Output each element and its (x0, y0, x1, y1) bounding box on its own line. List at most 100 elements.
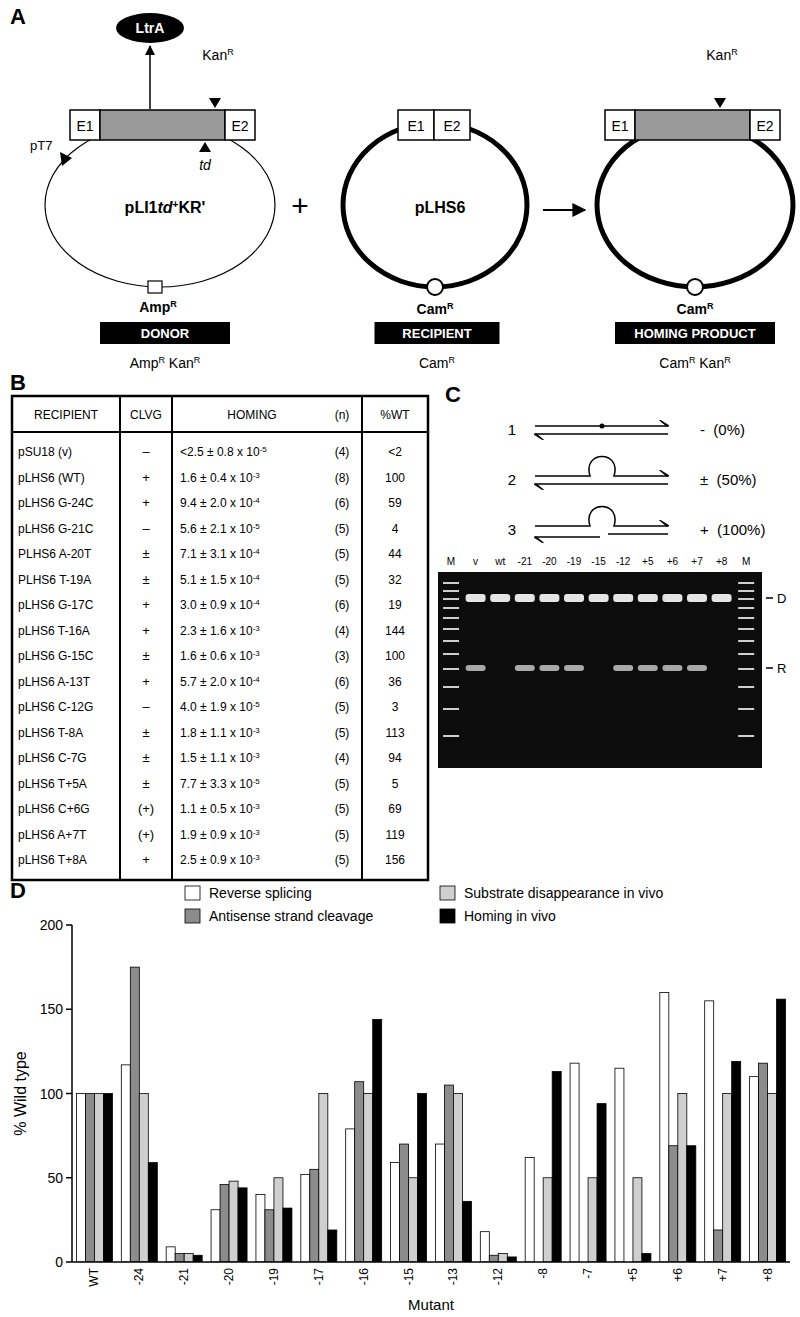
cell: pLHS6 T-8A (18, 726, 83, 740)
cell: pLHS6 G-21C (18, 522, 94, 536)
cell: pLHS6 A-13T (18, 675, 91, 689)
text-part: R (170, 299, 177, 309)
exon-label: E2 (443, 118, 460, 134)
y-tick (66, 1009, 72, 1011)
text-part: Cam (659, 355, 689, 371)
text-part: pLI1 (125, 199, 158, 216)
text-part: 1.9 ± 0.9 x 10 (180, 828, 253, 842)
ladder-band (443, 628, 459, 630)
bar (768, 1094, 777, 1263)
bar (732, 1061, 741, 1262)
cell: 1.6 ± 0.6 x 10-3 (180, 649, 260, 664)
band-label: R (777, 661, 786, 676)
cell: (6) (335, 496, 350, 510)
bar (121, 1065, 130, 1262)
caption-box (615, 322, 775, 344)
ladder-band (443, 735, 459, 737)
band-tick (766, 667, 773, 669)
cell: 1.5 ± 1.1 x 10-3 (180, 751, 260, 766)
cell: 3.0 ± 0.9 x 10-4 (180, 598, 260, 613)
cell: (8) (335, 471, 350, 485)
y-tick-label: 200 (40, 917, 64, 933)
lane-label: -20 (542, 556, 557, 567)
cell: (5) (335, 547, 350, 561)
ladder-band (443, 590, 459, 592)
caption: DONOR (141, 326, 190, 341)
text-part: R (194, 355, 201, 365)
label: CamR KanR (659, 355, 731, 371)
panel-d: D050100150200WT-24-21-20-19-17-16-15-13-… (10, 878, 790, 1313)
bar (507, 1257, 516, 1262)
lane-label: +7 (691, 556, 703, 567)
ladder-band (443, 686, 459, 688)
bar (400, 1144, 409, 1262)
site-marker (714, 98, 726, 108)
bar (642, 1254, 651, 1262)
panel-a: AE1E2LtrAKanRtdpT7pLI1td+KR'AmpRDONORAmp… (10, 4, 793, 371)
cell: PLHS6 T-19A (18, 573, 91, 587)
cell: pLHS6 C-12G (18, 700, 93, 714)
cell: 3 (392, 700, 399, 714)
band-d (613, 594, 633, 602)
cell: 2.5 ± 0.9 x 10-3 (180, 853, 260, 868)
column-header: HOMING (227, 408, 276, 422)
arrow (149, 46, 151, 109)
cell: <2 (388, 445, 402, 459)
ladder-band (738, 708, 754, 710)
lane-label: M (447, 556, 455, 567)
ladder-band (443, 598, 459, 600)
bar (166, 1247, 175, 1262)
bar (777, 999, 786, 1262)
text-part: 1.6 ± 0.6 x 10 (180, 649, 253, 663)
exon-label: E1 (76, 118, 93, 134)
legend-label: Homing in vivo (464, 908, 556, 924)
bar (435, 1144, 444, 1262)
cell: 32 (388, 573, 402, 587)
band-r (515, 665, 535, 671)
result: - (0%) (700, 421, 745, 438)
bar (453, 1094, 462, 1263)
cell: (4) (335, 445, 350, 459)
text-part: 9.4 ± 2.0 x 10 (180, 496, 253, 510)
ladder-band (738, 617, 754, 619)
intron-box (100, 110, 225, 140)
bar (283, 1208, 292, 1262)
ladder-band (443, 668, 459, 670)
exon-label: E2 (231, 118, 248, 134)
strand (535, 433, 668, 435)
y-tick (66, 1261, 72, 1263)
mismatch (600, 424, 605, 429)
bar (346, 1129, 355, 1262)
cell: 36 (388, 675, 402, 689)
cell: (5) (335, 777, 350, 791)
exon-box (434, 110, 470, 140)
cell: 1.9 ± 0.9 x 10-3 (180, 827, 260, 842)
band-tick (766, 597, 773, 599)
arrow (543, 209, 585, 211)
bar (714, 1230, 723, 1262)
text-part: Cam (419, 355, 449, 371)
panel-label: D (10, 878, 26, 903)
ladder-band (738, 607, 754, 609)
label: LtrA (136, 20, 165, 36)
y-tick-label: 0 (55, 1254, 63, 1270)
legend-swatch (185, 886, 200, 900)
bar (570, 1063, 579, 1262)
ladder-band (443, 607, 459, 609)
cell: (5) (335, 522, 350, 536)
y-tick (66, 924, 72, 926)
text-part: Amp (139, 299, 170, 315)
cell: (+) (138, 827, 154, 842)
bar (139, 1094, 148, 1263)
column-header: RECIPIENT (34, 408, 99, 422)
bar (256, 1195, 265, 1262)
bar (633, 1178, 642, 1262)
bar (265, 1210, 274, 1262)
text-part: -3 (253, 802, 261, 811)
cell: 2.3 ± 1.6 x 10-3 (180, 623, 260, 638)
ladder-band (738, 598, 754, 600)
band-r (638, 665, 658, 671)
exon-label: E1 (611, 118, 628, 134)
lane-label: -15 (591, 556, 606, 567)
result: ± (50%) (700, 471, 757, 488)
